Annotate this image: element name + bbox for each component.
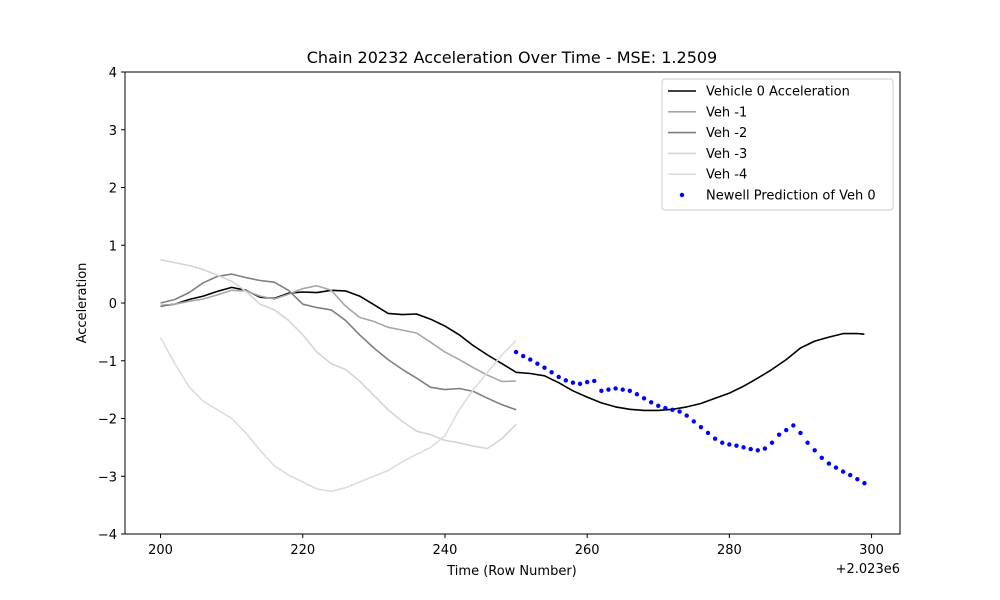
y-tick-label: −4	[98, 528, 117, 543]
y-tick-label: 1	[109, 239, 117, 254]
prediction-point	[848, 472, 853, 478]
legend-marker	[679, 192, 685, 198]
prediction-point	[727, 442, 732, 447]
prediction-point	[798, 430, 803, 436]
y-axis-label: Acceleration	[75, 263, 90, 344]
series-newell-prediction	[513, 349, 867, 486]
prediction-point	[812, 448, 817, 453]
prediction-point	[520, 353, 526, 359]
series-line-4	[159, 337, 517, 493]
prediction-point	[528, 357, 533, 362]
prediction-point	[592, 378, 597, 384]
prediction-point	[570, 380, 576, 385]
prediction-point	[769, 440, 775, 445]
y-tick-label: 2	[109, 182, 117, 197]
prediction-point	[762, 446, 768, 451]
prediction-point	[712, 436, 718, 441]
x-tick-label: 260	[575, 543, 600, 558]
prediction-point	[542, 365, 547, 370]
chart-title: Chain 20232 Acceleration Over Time - MSE…	[307, 48, 717, 67]
legend: Vehicle 0 Acceleration Veh -1 Veh -2 Veh -3…	[661, 78, 894, 211]
prediction-point	[748, 446, 753, 452]
prediction-point	[577, 381, 583, 387]
y-tick-label: 0	[109, 297, 117, 312]
prediction-point	[513, 349, 519, 355]
prediction-point	[563, 378, 569, 383]
prediction-point	[620, 387, 625, 392]
prediction-point	[805, 440, 810, 445]
legend-label: Veh -4	[706, 168, 747, 183]
x-tick-label: 240	[433, 543, 458, 558]
plot-series	[159, 258, 867, 493]
prediction-point	[663, 405, 668, 411]
prediction-point	[556, 374, 561, 380]
x-axis-label: Time (Row Number)	[446, 564, 576, 579]
prediction-point	[862, 480, 867, 486]
prediction-point	[840, 469, 846, 474]
y-tick-label: 3	[109, 124, 117, 139]
prediction-point	[627, 388, 633, 393]
prediction-point	[855, 476, 860, 482]
prediction-point	[641, 396, 647, 401]
prediction-point	[613, 386, 618, 391]
prediction-point	[819, 455, 824, 460]
x-tick-label: 280	[717, 543, 742, 558]
series-line-3	[160, 258, 517, 450]
y-tick-label: −1	[98, 355, 117, 370]
x-tick-label: 220	[290, 543, 315, 558]
prediction-point	[599, 388, 604, 393]
prediction-point	[656, 403, 661, 408]
prediction-point	[720, 440, 725, 445]
legend-label: Veh -1	[706, 105, 747, 120]
y-tick-label: 4	[109, 66, 117, 81]
prediction-point	[535, 361, 540, 366]
prediction-point	[606, 387, 611, 392]
y-tick-label: −3	[98, 470, 117, 485]
x-axis: 200 220 240 260 280 300	[148, 534, 884, 558]
prediction-point	[776, 432, 782, 437]
prediction-point	[634, 392, 640, 397]
x-offset-label: +2.023e6	[836, 562, 900, 577]
prediction-point	[705, 430, 711, 436]
y-axis: −4 −3 −2 −1 0 1 2 3 4	[98, 66, 125, 543]
legend-frame	[661, 78, 894, 211]
prediction-point	[826, 461, 832, 466]
legend-label: Newell Prediction of Veh 0	[706, 189, 876, 204]
prediction-point	[833, 465, 839, 470]
prediction-point	[698, 424, 704, 430]
prediction-point	[734, 443, 739, 448]
prediction-point	[677, 409, 682, 414]
prediction-point	[648, 400, 654, 405]
prediction-point	[691, 419, 697, 424]
legend-label: Veh -3	[706, 147, 747, 162]
prediction-point	[791, 423, 796, 428]
prediction-point	[670, 407, 675, 413]
legend-label: Vehicle 0 Acceleration	[706, 85, 850, 100]
prediction-point	[741, 445, 746, 450]
legend-label: Veh -2	[706, 126, 747, 141]
prediction-point	[784, 427, 789, 433]
x-tick-label: 300	[859, 543, 884, 558]
prediction-point	[549, 370, 554, 375]
prediction-point	[684, 413, 689, 418]
prediction-point	[584, 379, 590, 385]
y-tick-label: −2	[98, 413, 117, 428]
x-tick-label: 200	[148, 543, 173, 558]
prediction-point	[755, 448, 760, 453]
series-line-1	[160, 284, 517, 383]
